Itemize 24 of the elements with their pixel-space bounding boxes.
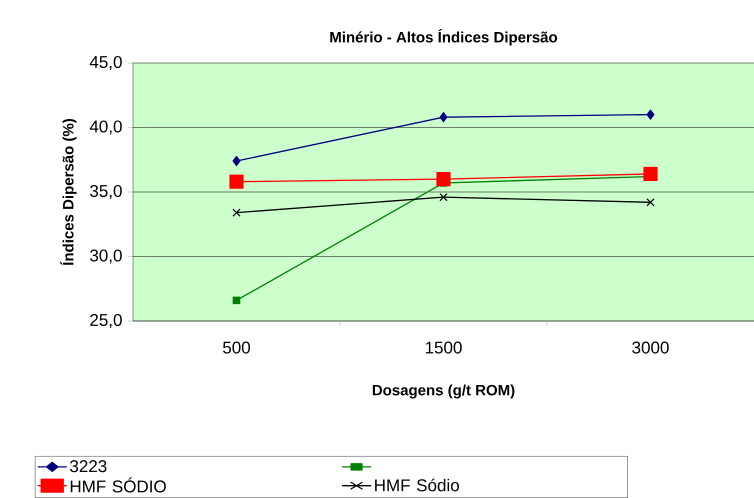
x-tick-label: 500 [222, 342, 250, 354]
legend-label: HMF Sódio [375, 478, 459, 492]
x-tick-label: 1500 [426, 342, 462, 354]
point [232, 296, 240, 304]
y-tick-label: 35,0 [90, 184, 122, 200]
y-tick-label: 45,0 [90, 56, 122, 70]
legend-label: HMF SÓDIO [70, 478, 166, 492]
point [440, 112, 448, 122]
y-tick-label: 40,0 [90, 120, 122, 135]
y-tick-label: 25,0 [90, 314, 122, 328]
x-axis-title: Dosagens (g/t ROM) [372, 384, 514, 398]
point [436, 172, 451, 186]
point [439, 193, 448, 202]
point [643, 166, 658, 182]
point [232, 156, 240, 166]
y-axis-title: Índices Dipersão (%) [60, 118, 77, 266]
chart-title: Minério - Altos Índices Dipersão [330, 29, 558, 46]
x-tick-label: 3000 [632, 342, 669, 354]
legend-label: 3223 [70, 460, 106, 472]
point [646, 198, 655, 206]
y-tick-label: 30,0 [90, 249, 122, 264]
point [646, 110, 654, 120]
point [232, 208, 241, 217]
point [229, 174, 244, 189]
